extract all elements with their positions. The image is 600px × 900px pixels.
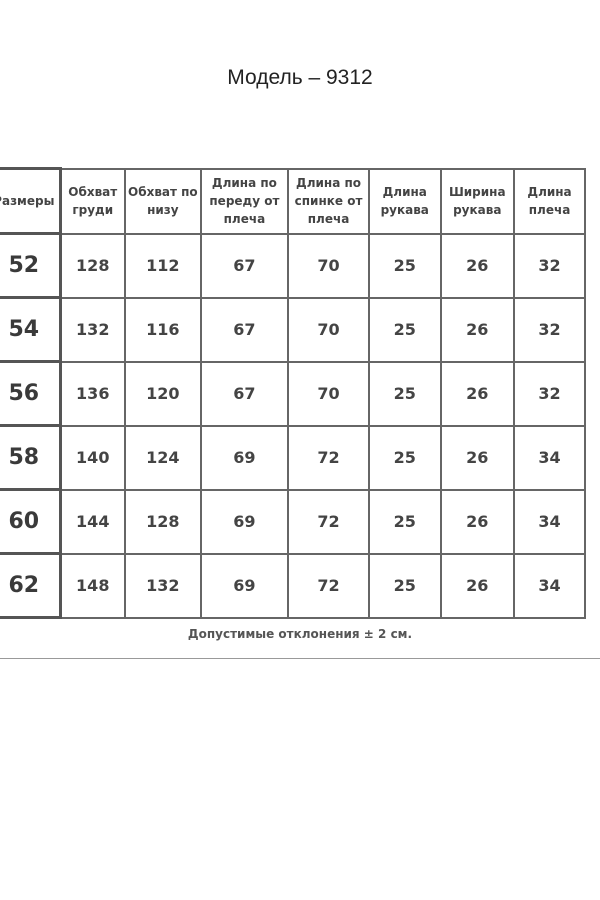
column-header: Обхват груди	[59, 167, 126, 235]
table-row: 52 128 112 67 70 25 26 32	[0, 232, 586, 299]
measurement-cell: 34	[513, 424, 586, 491]
measurement-cell: 32	[513, 296, 586, 363]
measurement-cell: 112	[123, 232, 202, 299]
measurement-cell: 26	[439, 552, 516, 619]
measurement-cell: 25	[368, 232, 442, 299]
table-row: 60 144 128 69 72 25 26 34	[0, 488, 586, 555]
measurement-cell: 34	[513, 488, 586, 555]
column-header: Размеры	[0, 167, 62, 235]
measurement-cell: 72	[287, 552, 370, 619]
table-row: 56 136 120 67 70 25 26 32	[0, 360, 586, 427]
measurement-cell: 25	[368, 296, 442, 363]
column-header: Длина по переду от плеча	[199, 167, 290, 235]
measurement-cell: 132	[59, 296, 126, 363]
measurement-cell: 32	[513, 232, 586, 299]
measurement-cell: 25	[368, 488, 442, 555]
divider	[0, 658, 600, 659]
measurement-cell: 120	[123, 360, 202, 427]
measurement-cell: 25	[368, 424, 442, 491]
measurement-cell: 72	[287, 488, 370, 555]
measurement-cell: 67	[199, 232, 290, 299]
measurement-cell: 69	[199, 488, 290, 555]
measurement-cell: 128	[123, 488, 202, 555]
size-cell: 52	[0, 232, 62, 299]
measurement-cell: 67	[199, 360, 290, 427]
measurement-cell: 34	[513, 552, 586, 619]
tolerance-note: Допустимые отклонения ± 2 см.	[187, 627, 413, 641]
measurement-cell: 148	[59, 552, 126, 619]
measurement-cell: 116	[123, 296, 202, 363]
measurement-cell: 70	[287, 232, 370, 299]
measurement-cell: 26	[439, 232, 516, 299]
measurement-cell: 26	[439, 296, 516, 363]
page-title: Модель – 9312	[227, 66, 373, 89]
column-header: Длина плеча	[513, 167, 586, 235]
measurement-cell: 26	[439, 424, 516, 491]
measurement-cell: 25	[368, 360, 442, 427]
column-header: Длина рукава	[368, 167, 442, 235]
size-cell: 60	[0, 488, 62, 555]
measurement-cell: 70	[287, 296, 370, 363]
measurement-cell: 25	[368, 552, 442, 619]
column-header: Ширина рукава	[439, 167, 516, 235]
size-cell: 62	[0, 552, 62, 619]
measurement-cell: 70	[287, 360, 370, 427]
column-header: Обхват по низу	[123, 167, 202, 235]
measurement-cell: 144	[59, 488, 126, 555]
measurement-cell: 26	[439, 360, 516, 427]
measurement-cell: 69	[199, 552, 290, 619]
measurement-cell: 124	[123, 424, 202, 491]
measurement-cell: 136	[59, 360, 126, 427]
table-row: 58 140 124 69 72 25 26 34	[0, 424, 586, 491]
table-row: 54 132 116 67 70 25 26 32	[0, 296, 586, 363]
measurement-cell: 26	[439, 488, 516, 555]
measurement-cell: 132	[123, 552, 202, 619]
table-row: 62 148 132 69 72 25 26 34	[0, 552, 586, 619]
size-cell: 58	[0, 424, 62, 491]
measurement-cell: 128	[59, 232, 126, 299]
column-header: Длина по спинке от плеча	[287, 167, 370, 235]
measurement-cell: 67	[199, 296, 290, 363]
measurement-cell: 32	[513, 360, 586, 427]
measurement-cell: 140	[59, 424, 126, 491]
size-cell: 56	[0, 360, 62, 427]
measurement-cell: 69	[199, 424, 290, 491]
measurement-cell: 72	[287, 424, 370, 491]
size-cell: 54	[0, 296, 62, 363]
